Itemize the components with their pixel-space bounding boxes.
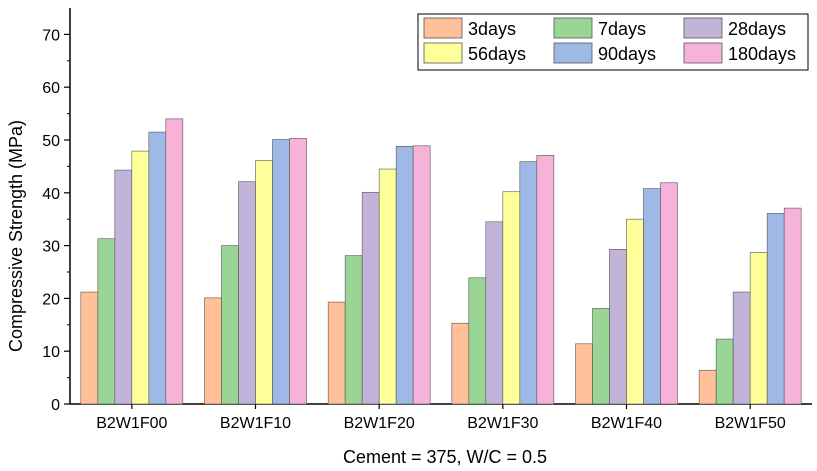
bar-7days-B2W1F10 xyxy=(221,245,239,405)
bar-7days-B2W1F20 xyxy=(344,255,363,405)
y-tick-label: 20 xyxy=(42,291,60,308)
bar-56days-B2W1F30 xyxy=(502,191,521,405)
legend-swatch-3days xyxy=(423,17,463,39)
legend-swatch-56days xyxy=(423,42,463,64)
x-tick-label: B2W1F40 xyxy=(591,415,662,432)
x-tick-label: B2W1F30 xyxy=(467,415,538,432)
bar-7days-B2W1F00 xyxy=(97,238,116,405)
bar-180days-B2W1F30 xyxy=(536,155,555,405)
legend-label-90days: 90days xyxy=(598,44,656,64)
legend-swatch-180days xyxy=(683,42,723,64)
bar-56days-B2W1F50 xyxy=(749,252,768,405)
bar-90days-B2W1F30 xyxy=(519,161,538,405)
bar-56days-B2W1F20 xyxy=(378,168,397,405)
legend-swatch-28days xyxy=(683,17,723,39)
bar-3days-B2W1F40 xyxy=(575,343,593,405)
legend-label-56days: 56days xyxy=(468,44,526,64)
bar-28days-B2W1F20 xyxy=(361,191,380,405)
y-tick-label: 60 xyxy=(42,80,60,97)
bar-28days-B2W1F00 xyxy=(114,169,133,405)
bar-90days-B2W1F50 xyxy=(766,213,785,405)
x-tick-label: B2W1F10 xyxy=(220,415,291,432)
bar-90days-B2W1F40 xyxy=(643,188,661,405)
legend-label-180days: 180days xyxy=(728,44,796,64)
y-tick-label: 0 xyxy=(51,397,60,414)
bar-90days-B2W1F00 xyxy=(148,131,167,405)
bar-56days-B2W1F10 xyxy=(255,160,273,405)
y-tick-label: 10 xyxy=(42,344,60,361)
bar-180days-B2W1F00 xyxy=(165,118,184,405)
x-axis: B2W1F00 B2W1F10 B2W1F20 B2W1F30 B2W1F40 B2W1F… xyxy=(96,404,786,432)
bar-3days-B2W1F10 xyxy=(204,297,222,405)
legend-swatch-7days xyxy=(553,17,593,39)
plot-frame xyxy=(69,8,812,405)
bars-group xyxy=(80,118,802,405)
bar-56days-B2W1F00 xyxy=(131,150,150,405)
y-tick-label: 40 xyxy=(42,186,60,203)
x-axis-label: Cement = 375, W/C = 0.5 xyxy=(343,447,547,467)
bar-56days-B2W1F40 xyxy=(626,218,644,405)
bar-3days-B2W1F50 xyxy=(698,369,717,405)
bar-7days-B2W1F40 xyxy=(592,308,610,405)
legend-swatch-90days xyxy=(553,42,593,64)
bar-180days-B2W1F10 xyxy=(289,138,307,405)
legend-box xyxy=(417,13,809,71)
y-tick-label: 70 xyxy=(42,27,60,44)
legend-label-3days: 3days xyxy=(468,19,516,39)
bar-180days-B2W1F40 xyxy=(660,182,678,405)
bar-7days-B2W1F50 xyxy=(715,338,734,405)
y-tick-label: 30 xyxy=(42,239,60,256)
bar-90days-B2W1F20 xyxy=(395,146,414,405)
bar-3days-B2W1F20 xyxy=(327,301,346,405)
legend: 3days 7days 28days 56days 90days 180days xyxy=(417,13,809,71)
bar-3days-B2W1F00 xyxy=(80,291,99,405)
bar-180days-B2W1F20 xyxy=(412,145,431,405)
y-axis: 0 10 20 30 40 50 60 70 xyxy=(42,27,70,414)
y-tick-label: 50 xyxy=(42,133,60,150)
x-tick-label: B2W1F50 xyxy=(715,415,786,432)
bar-28days-B2W1F10 xyxy=(238,181,256,405)
bar-3days-B2W1F30 xyxy=(451,322,470,405)
bar-7days-B2W1F30 xyxy=(468,277,487,405)
bar-28days-B2W1F40 xyxy=(609,248,627,405)
bar-180days-B2W1F50 xyxy=(783,207,802,405)
x-tick-label: B2W1F00 xyxy=(96,415,167,432)
bar-28days-B2W1F50 xyxy=(732,291,751,405)
bar-28days-B2W1F30 xyxy=(485,221,504,405)
legend-label-28days: 28days xyxy=(728,19,786,39)
legend-label-7days: 7days xyxy=(598,19,646,39)
bar-90days-B2W1F10 xyxy=(272,139,290,405)
x-tick-label: B2W1F20 xyxy=(344,415,415,432)
y-axis-label: Compressive Strength (MPa) xyxy=(6,120,26,352)
